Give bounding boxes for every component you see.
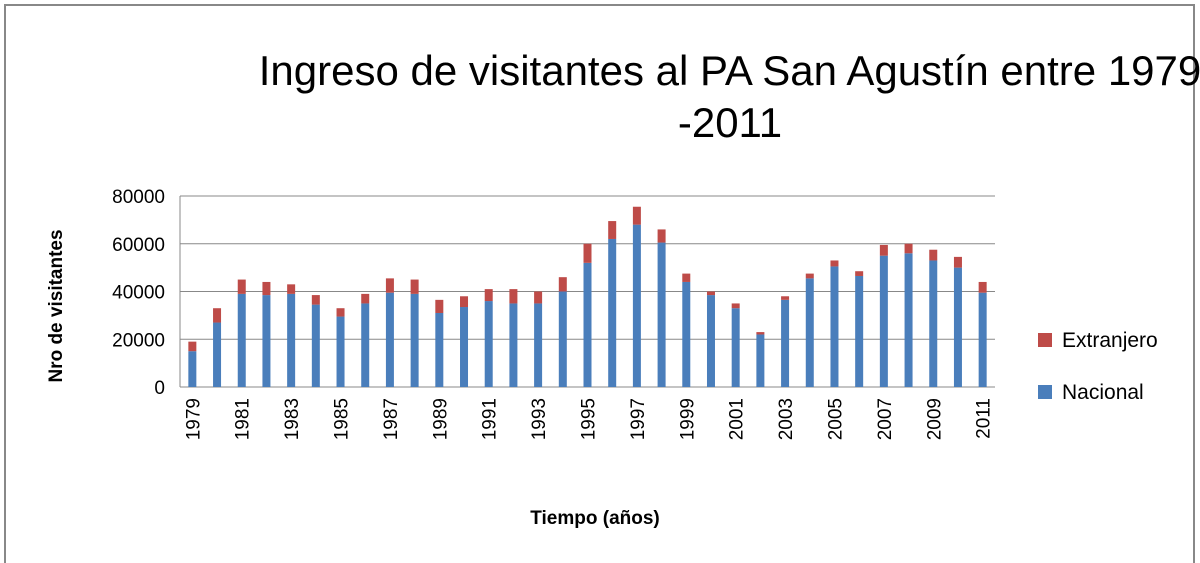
bar-segment — [632, 224, 641, 387]
bar-segment — [385, 278, 394, 293]
bar-segment — [534, 291, 543, 304]
bar-segment — [731, 308, 740, 387]
bar-segment — [287, 284, 296, 294]
bar-segment — [336, 308, 345, 317]
x-tick-label: 1981 — [233, 398, 254, 440]
bar-segment — [509, 303, 518, 387]
bar-segment — [336, 316, 345, 387]
bar-segment — [385, 292, 394, 387]
x-tick-label: 1983 — [282, 398, 303, 440]
bar-segment — [953, 256, 962, 268]
bar-segment — [262, 295, 271, 387]
bar-segment — [534, 303, 543, 387]
bar-segment — [361, 303, 370, 387]
x-tick-label: 1997 — [628, 398, 649, 440]
bar-segment — [410, 279, 419, 294]
bar-segment — [731, 303, 740, 309]
bar-segment — [657, 242, 666, 387]
bar-segment — [756, 332, 765, 335]
y-tick-label: 20000 — [112, 330, 165, 351]
chart-frame — [4, 4, 1195, 563]
bar-segment — [632, 206, 641, 225]
x-tick-label: 1999 — [677, 398, 698, 440]
legend-swatch — [1038, 333, 1052, 347]
x-tick-label: 2001 — [727, 398, 748, 440]
bar-segment — [583, 243, 592, 263]
bar-segment — [237, 293, 246, 387]
bar-segment — [706, 295, 715, 387]
bar-segment — [608, 221, 617, 239]
bar-segment — [805, 273, 814, 279]
x-tick-label: 1995 — [579, 398, 600, 440]
chart-title: Ingreso de visitantes al PA San Agustín … — [259, 47, 1200, 146]
y-tick-label: 80000 — [112, 187, 165, 208]
bar-segment — [435, 299, 444, 313]
bar-segment — [262, 281, 271, 296]
bar-segment — [855, 275, 864, 387]
bar-segment — [879, 255, 888, 387]
bar-segment — [460, 296, 469, 308]
bar-segment — [805, 278, 814, 387]
bar-segment — [237, 279, 246, 294]
bar-segment — [484, 301, 493, 387]
x-tick-label: 2011 — [974, 398, 995, 439]
x-tick-label: 1993 — [529, 398, 550, 440]
bar-segment — [188, 351, 197, 387]
bar-segment — [855, 271, 864, 276]
x-tick-label: 2007 — [875, 398, 896, 440]
bar-segment — [558, 277, 567, 292]
y-tick-label: 0 — [154, 378, 165, 399]
x-tick-label: 2005 — [825, 398, 846, 440]
legend-label: Nacional — [1062, 381, 1144, 404]
bar-segment — [904, 243, 913, 254]
bar-segment — [929, 249, 938, 261]
bar-segment — [509, 289, 518, 304]
bar-segment — [583, 262, 592, 387]
y-tick-label: 40000 — [112, 283, 165, 304]
bar-segment — [830, 266, 839, 387]
bar-segment — [311, 304, 320, 387]
bar-segment — [929, 260, 938, 387]
bar-segment — [484, 289, 493, 302]
bar-segment — [830, 260, 839, 267]
bar-segment — [435, 312, 444, 387]
y-tick-label: 60000 — [112, 235, 165, 256]
bar-segment — [460, 307, 469, 387]
bar-segment — [781, 296, 790, 300]
bar-segment — [213, 322, 222, 387]
bar-segment — [361, 293, 370, 304]
bar-segment — [608, 238, 617, 387]
x-tick-label: 2009 — [924, 398, 945, 440]
x-tick-label: 1991 — [480, 398, 501, 440]
bar-segment — [756, 334, 765, 387]
legend-label: Extranjero — [1062, 329, 1158, 352]
x-tick-label: 1987 — [381, 398, 402, 440]
bar-segment — [978, 292, 987, 387]
bar-segment — [213, 308, 222, 323]
bar-segment — [558, 291, 567, 387]
bar-segment — [978, 281, 987, 293]
bar-segment — [879, 244, 888, 256]
bar-segment — [781, 299, 790, 387]
bar-segment — [682, 281, 691, 387]
bar-segment — [311, 295, 320, 305]
bar-segment — [953, 267, 962, 387]
bar-segment — [657, 229, 666, 243]
x-tick-label: 1985 — [332, 398, 353, 440]
bar-segment — [706, 291, 715, 296]
bar-segment — [287, 293, 296, 387]
bar-segment — [188, 341, 197, 352]
x-tick-label: 2003 — [776, 398, 797, 440]
bar-segment — [904, 253, 913, 387]
x-tick-label: 1979 — [183, 398, 204, 440]
x-tick-label: 1989 — [430, 398, 451, 440]
x-axis-title: Tiempo (años) — [530, 508, 660, 529]
legend-swatch — [1038, 385, 1052, 399]
bar-segment — [682, 273, 691, 282]
bar-segment — [410, 293, 419, 387]
y-axis-title: Nro de visitantes — [46, 229, 67, 382]
